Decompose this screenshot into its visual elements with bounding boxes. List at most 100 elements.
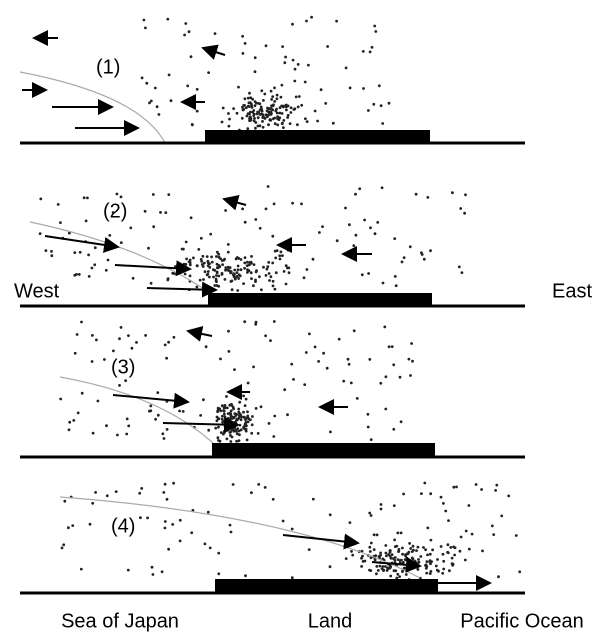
snow-dot xyxy=(229,414,233,417)
snow-dot xyxy=(395,576,399,580)
front-line xyxy=(59,376,214,444)
snow-dot xyxy=(389,574,393,578)
snow-dot xyxy=(131,276,135,280)
snow-dot xyxy=(252,112,256,116)
snow-dot xyxy=(235,111,239,115)
land xyxy=(212,443,435,457)
snow-dot xyxy=(256,116,260,120)
snow-dot xyxy=(202,278,205,281)
snow-dot xyxy=(374,30,378,33)
snow-dot xyxy=(293,79,297,83)
snow-dot xyxy=(165,497,169,501)
snow-dot xyxy=(226,250,230,254)
snow-dot xyxy=(286,116,289,119)
land xyxy=(208,293,432,306)
snow-dot xyxy=(404,573,408,576)
snow-dot xyxy=(172,335,176,339)
snow-dot xyxy=(342,379,346,383)
snow-dot xyxy=(206,259,210,263)
snow-dot xyxy=(209,232,213,236)
snow-dot xyxy=(415,561,418,565)
snow-dot xyxy=(337,337,341,341)
snow-dot xyxy=(140,487,144,490)
snow-dot xyxy=(302,276,306,280)
snow-dot xyxy=(291,58,295,62)
snow-dot xyxy=(68,420,72,424)
snow-dot xyxy=(184,240,188,244)
snow-dot xyxy=(206,270,210,273)
snow-dot xyxy=(248,91,251,95)
snow-dot xyxy=(237,407,241,411)
snow-dot xyxy=(290,527,294,531)
snow-dot xyxy=(446,543,450,547)
bottom-label: Land xyxy=(308,610,353,632)
snow-dot xyxy=(252,263,256,266)
snow-dot xyxy=(322,351,325,355)
snow-dot xyxy=(256,124,260,128)
snow-dot xyxy=(490,524,494,528)
snow-dot xyxy=(38,232,42,236)
snow-dot xyxy=(190,531,194,535)
snow-dot xyxy=(244,397,248,401)
snow-dot xyxy=(424,564,427,567)
snow-dot xyxy=(254,121,258,124)
snow-dot xyxy=(265,267,269,271)
snow-dot xyxy=(215,274,218,277)
snow-dot xyxy=(217,425,220,429)
snow-dot xyxy=(283,61,287,65)
snow-dot xyxy=(296,105,300,109)
snow-dot xyxy=(172,481,176,485)
snow-dot xyxy=(281,519,285,523)
snow-dot xyxy=(467,547,471,551)
snow-dot xyxy=(207,428,211,432)
snow-dot xyxy=(241,207,245,211)
snow-dot xyxy=(235,419,238,422)
snow-dot xyxy=(215,415,219,419)
snow-dot xyxy=(408,245,412,249)
snow-dot xyxy=(108,234,112,237)
snow-dot xyxy=(79,567,83,571)
snow-dot xyxy=(305,19,308,23)
snow-dot xyxy=(165,356,169,360)
snow-dot xyxy=(223,257,227,261)
snow-dot xyxy=(409,547,413,550)
snow-dot xyxy=(183,272,187,276)
snow-dot xyxy=(233,368,236,371)
snow-dot xyxy=(210,255,214,259)
snow-dot xyxy=(243,261,247,265)
snow-dot xyxy=(213,269,217,272)
snow-dot xyxy=(294,95,298,99)
snow-dot xyxy=(366,425,370,429)
snow-dot xyxy=(393,556,397,559)
snow-dot xyxy=(195,87,199,91)
snow-dot xyxy=(87,275,91,278)
snow-dot xyxy=(246,410,249,414)
snow-dot xyxy=(269,275,273,279)
snow-dot xyxy=(238,400,242,404)
snow-dot xyxy=(453,553,456,557)
snow-dot xyxy=(369,541,373,545)
snow-dot xyxy=(492,533,496,536)
snow-dot xyxy=(428,572,432,575)
snow-dot xyxy=(426,196,430,199)
snow-dot xyxy=(252,284,255,288)
snow-dot xyxy=(260,89,264,93)
snow-dot xyxy=(161,432,165,436)
snow-dot xyxy=(344,206,347,210)
snow-dot xyxy=(429,562,432,566)
snow-dot xyxy=(393,275,397,278)
snow-dot xyxy=(389,556,393,560)
snow-dot xyxy=(507,494,511,498)
snow-dot xyxy=(243,404,247,407)
snow-dot xyxy=(246,381,250,385)
snow-dot xyxy=(258,113,262,116)
snow-dot xyxy=(266,185,270,188)
snow-dot xyxy=(116,433,119,437)
snow-dot xyxy=(269,89,273,93)
snow-dot xyxy=(351,553,355,557)
snow-dot xyxy=(160,570,164,574)
snow-dot xyxy=(90,266,94,270)
snow-dot xyxy=(246,112,250,116)
snow-dot xyxy=(105,424,108,428)
